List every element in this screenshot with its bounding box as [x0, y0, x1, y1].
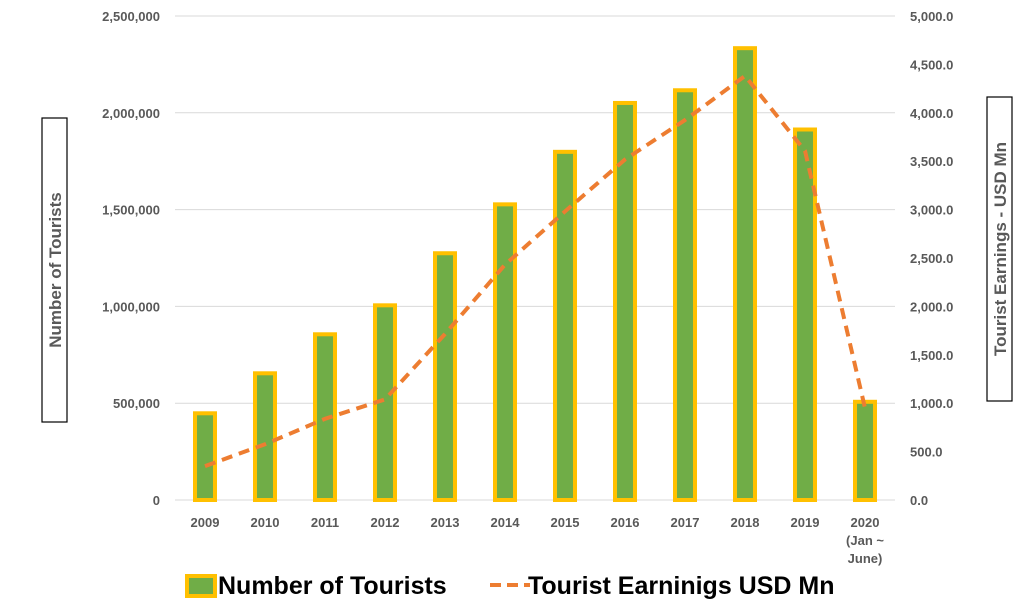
- x-tick-label: 2019: [791, 515, 820, 530]
- x-tick-label: 2009: [191, 515, 220, 530]
- x-tick-label: 2020 (Jan ~ June): [846, 515, 884, 566]
- bar-2019: [793, 127, 817, 502]
- y-axis-title: Number of Tourists: [46, 192, 65, 348]
- left-axis-title-box: Number of Tourists: [41, 117, 68, 423]
- y2-tick-label: 1,000.0: [910, 396, 953, 411]
- y2-tick-label: 3,500.0: [910, 154, 953, 169]
- legend-label-earnings: Tourist Earninigs USD Mn: [528, 572, 835, 600]
- y2-tick-label: 4,000.0: [910, 106, 953, 121]
- right-axis-ticks: 0.0 500.0 1,000.0 1,500.0 2,000.0 2,500.0 3,00…: [910, 9, 953, 508]
- x-tick-label: 2013: [431, 515, 460, 530]
- x-tick-label: 2017: [671, 515, 700, 530]
- legend-label-tourists: Number of Tourists: [218, 572, 447, 600]
- x-tick-label: 2014: [491, 515, 521, 530]
- bar-2010: [253, 371, 277, 503]
- x-tick-label: 2012: [371, 515, 400, 530]
- y2-tick-label: 2,500.0: [910, 251, 953, 266]
- y2-axis-title: Tourist Earnings - USD Mn: [991, 142, 1010, 356]
- bar-2017: [673, 88, 697, 502]
- x-tick-label: 2016: [611, 515, 640, 530]
- y-tick-label: 2,500,000: [102, 9, 160, 24]
- left-axis-ticks: 0 500,000 1,000,000 1,500,000 2,000,000 2,500…: [102, 9, 160, 508]
- right-axis-title-box: Tourist Earnings - USD Mn: [986, 96, 1013, 402]
- bar-2015: [553, 149, 577, 503]
- legend-swatch-tourists: [185, 574, 217, 598]
- y-tick-label: 500,000: [113, 396, 160, 411]
- bar-2020: [853, 399, 877, 502]
- x-tick-label: 2015: [551, 515, 580, 530]
- bar-2013: [433, 251, 457, 502]
- bars-number-of-tourists: [193, 46, 877, 503]
- bar-2014: [493, 202, 517, 503]
- bar-2018: [733, 46, 757, 502]
- y-tick-label: 1,500,000: [102, 203, 160, 218]
- bar-2009: [193, 411, 217, 502]
- y2-tick-label: 2,000.0: [910, 299, 953, 314]
- x-axis-ticks: 2009 2010 2011 2012 2013 2014 2015 2016 2017 2018…: [191, 515, 885, 566]
- earnings-line: [204, 73, 867, 468]
- y-tick-label: 0: [153, 493, 160, 508]
- y2-tick-label: 5,000.0: [910, 9, 953, 24]
- x-tick-label: 2010: [251, 515, 280, 530]
- y-tick-label: 1,000,000: [102, 299, 160, 314]
- x-tick-label: 2018: [731, 515, 760, 530]
- bar-2016: [613, 100, 637, 502]
- y2-tick-label: 4,500.0: [910, 57, 953, 72]
- legend: Number of Tourists Tourist Earninigs USD…: [185, 572, 835, 600]
- gridlines: [175, 15, 895, 501]
- y2-tick-label: 500.0: [910, 445, 943, 460]
- y2-tick-label: 3,000.0: [910, 203, 953, 218]
- x-tick-label: 2011: [311, 515, 339, 530]
- line-tourist-earnings: [204, 73, 867, 468]
- y2-tick-label: 1,500.0: [910, 348, 953, 363]
- y-tick-label: 2,000,000: [102, 106, 160, 121]
- y2-tick-label: 0.0: [910, 493, 928, 508]
